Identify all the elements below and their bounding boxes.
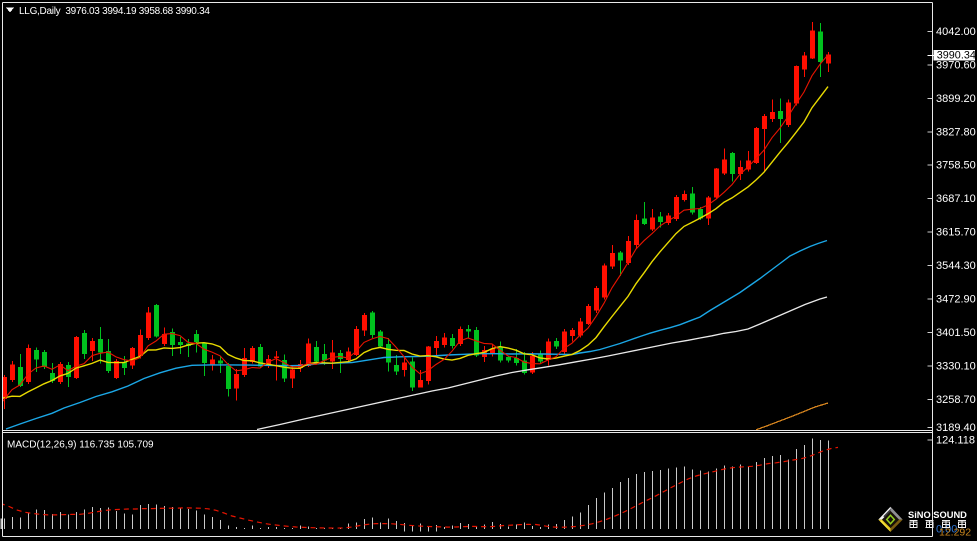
svg-text:3401.50: 3401.50 [936,327,976,339]
svg-text:12.292: 12.292 [939,527,971,539]
svg-text:3899.20: 3899.20 [936,93,976,105]
svg-text:3544.30: 3544.30 [936,260,976,272]
svg-text:0.00: 0.00 [936,524,957,536]
svg-text:LLG,Daily 3976.03 3994.19 395: LLG,Daily 3976.03 3994.19 3958.68 3990.3… [19,6,210,17]
svg-text:MACD(12,26,9) 116.735 105.709: MACD(12,26,9) 116.735 105.709 [7,440,154,451]
svg-text:3827.80: 3827.80 [936,127,976,139]
svg-text:124.118: 124.118 [936,435,975,447]
svg-text:3258.70: 3258.70 [936,394,976,406]
svg-text:3330.10: 3330.10 [936,361,976,373]
svg-text:3758.50: 3758.50 [936,160,976,172]
svg-text:3189.40: 3189.40 [936,422,976,434]
svg-text:3615.70: 3615.70 [936,227,976,239]
svg-text:SiNO SOUND: SiNO SOUND [908,510,967,520]
svg-text:3472.90: 3472.90 [936,294,976,306]
svg-text:4042.00: 4042.00 [936,26,976,38]
svg-text:3970.60: 3970.60 [936,60,976,72]
svg-text:3990.34: 3990.34 [937,50,976,62]
svg-text:3687.10: 3687.10 [936,193,976,205]
